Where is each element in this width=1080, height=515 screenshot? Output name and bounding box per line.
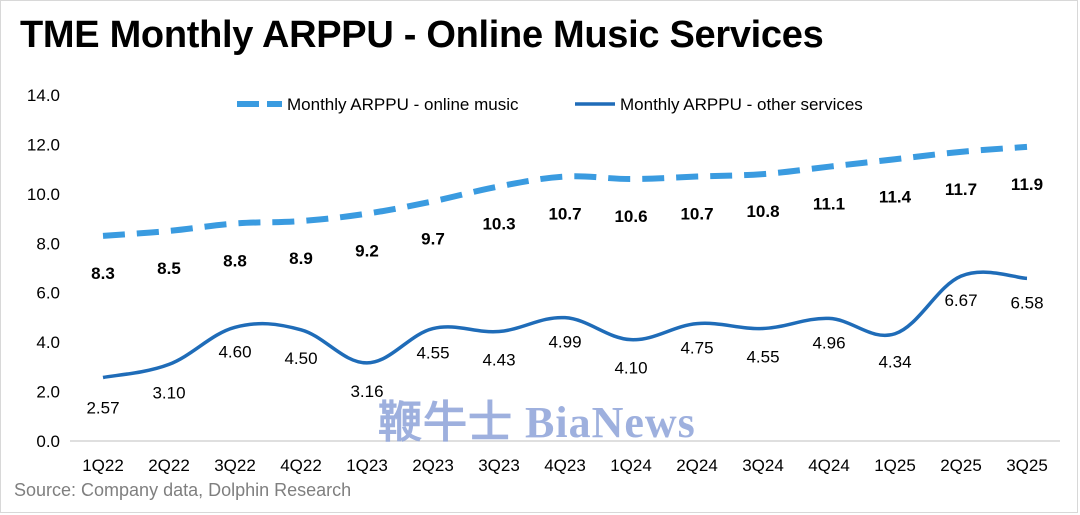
x-tick-label: 1Q23: [346, 456, 388, 475]
chart-title: TME Monthly ARPPU - Online Music Service…: [20, 14, 824, 56]
x-tick-label: 4Q23: [544, 456, 586, 475]
data-label: 6.58: [1010, 293, 1043, 312]
y-tick-label: 8.0: [36, 234, 60, 253]
data-label: 10.6: [614, 207, 647, 226]
series-line-1: [102, 143, 1028, 239]
y-tick-label: 12.0: [27, 135, 60, 154]
x-tick-label: 4Q22: [280, 456, 322, 475]
data-label: 8.3: [91, 264, 115, 283]
data-label: 11.9: [1011, 175, 1043, 194]
data-label: 3.16: [350, 382, 383, 401]
data-label: 4.99: [548, 333, 581, 352]
x-tick-label: 2Q23: [412, 456, 454, 475]
data-label: 9.2: [355, 242, 379, 261]
data-label: 4.43: [482, 351, 515, 370]
x-tick-label: 1Q22: [82, 456, 124, 475]
data-label: 2.57: [86, 398, 119, 417]
y-tick-label: 10.0: [27, 185, 60, 204]
x-tick-label: 3Q23: [478, 456, 520, 475]
data-label: 6.67: [944, 291, 977, 310]
x-tick-label: 2Q25: [940, 456, 982, 475]
x-tick-label: 3Q25: [1006, 456, 1048, 475]
legend-label: Monthly ARPPU - online music: [287, 95, 519, 114]
legend-label: Monthly ARPPU - other services: [620, 95, 863, 114]
y-tick-label: 6.0: [36, 284, 60, 303]
data-label: 4.75: [680, 339, 713, 358]
source-note: Source: Company data, Dolphin Research: [14, 480, 352, 500]
data-label: 10.7: [548, 205, 581, 224]
data-label: 4.34: [878, 353, 911, 372]
x-tick-label: 2Q24: [676, 456, 718, 475]
data-label: 8.5: [157, 259, 181, 278]
data-label: 4.50: [284, 349, 317, 368]
data-label: 9.7: [421, 229, 445, 248]
data-label: 4.96: [812, 333, 845, 352]
data-label: 8.8: [223, 252, 247, 271]
data-label: 11.4: [879, 187, 912, 206]
data-label: 10.3: [482, 214, 515, 233]
series-line-2: [102, 270, 1028, 380]
x-tick-label: 1Q25: [874, 456, 916, 475]
data-label: 8.9: [289, 249, 313, 268]
y-tick-label: 0.0: [36, 432, 60, 451]
data-label: 11.1: [813, 195, 845, 214]
data-label: 4.60: [218, 342, 251, 361]
y-tick-label: 4.0: [36, 333, 60, 352]
data-label: 10.8: [746, 202, 779, 221]
y-tick-label: 14.0: [27, 86, 60, 105]
watermark: 鞭牛士 BiaNews: [378, 398, 696, 447]
data-label: 4.10: [614, 359, 647, 378]
x-tick-label: 4Q24: [808, 456, 850, 475]
x-tick-label: 3Q24: [742, 456, 784, 475]
data-label: 4.55: [416, 344, 449, 363]
x-tick-label: 3Q22: [214, 456, 256, 475]
x-tick-label: 1Q24: [610, 456, 652, 475]
y-tick-label: 2.0: [36, 383, 60, 402]
data-label: 4.55: [746, 348, 779, 367]
data-label: 3.10: [152, 383, 185, 402]
data-label: 10.7: [680, 205, 713, 224]
x-tick-label: 2Q22: [148, 456, 190, 475]
data-label: 11.7: [945, 180, 977, 199]
